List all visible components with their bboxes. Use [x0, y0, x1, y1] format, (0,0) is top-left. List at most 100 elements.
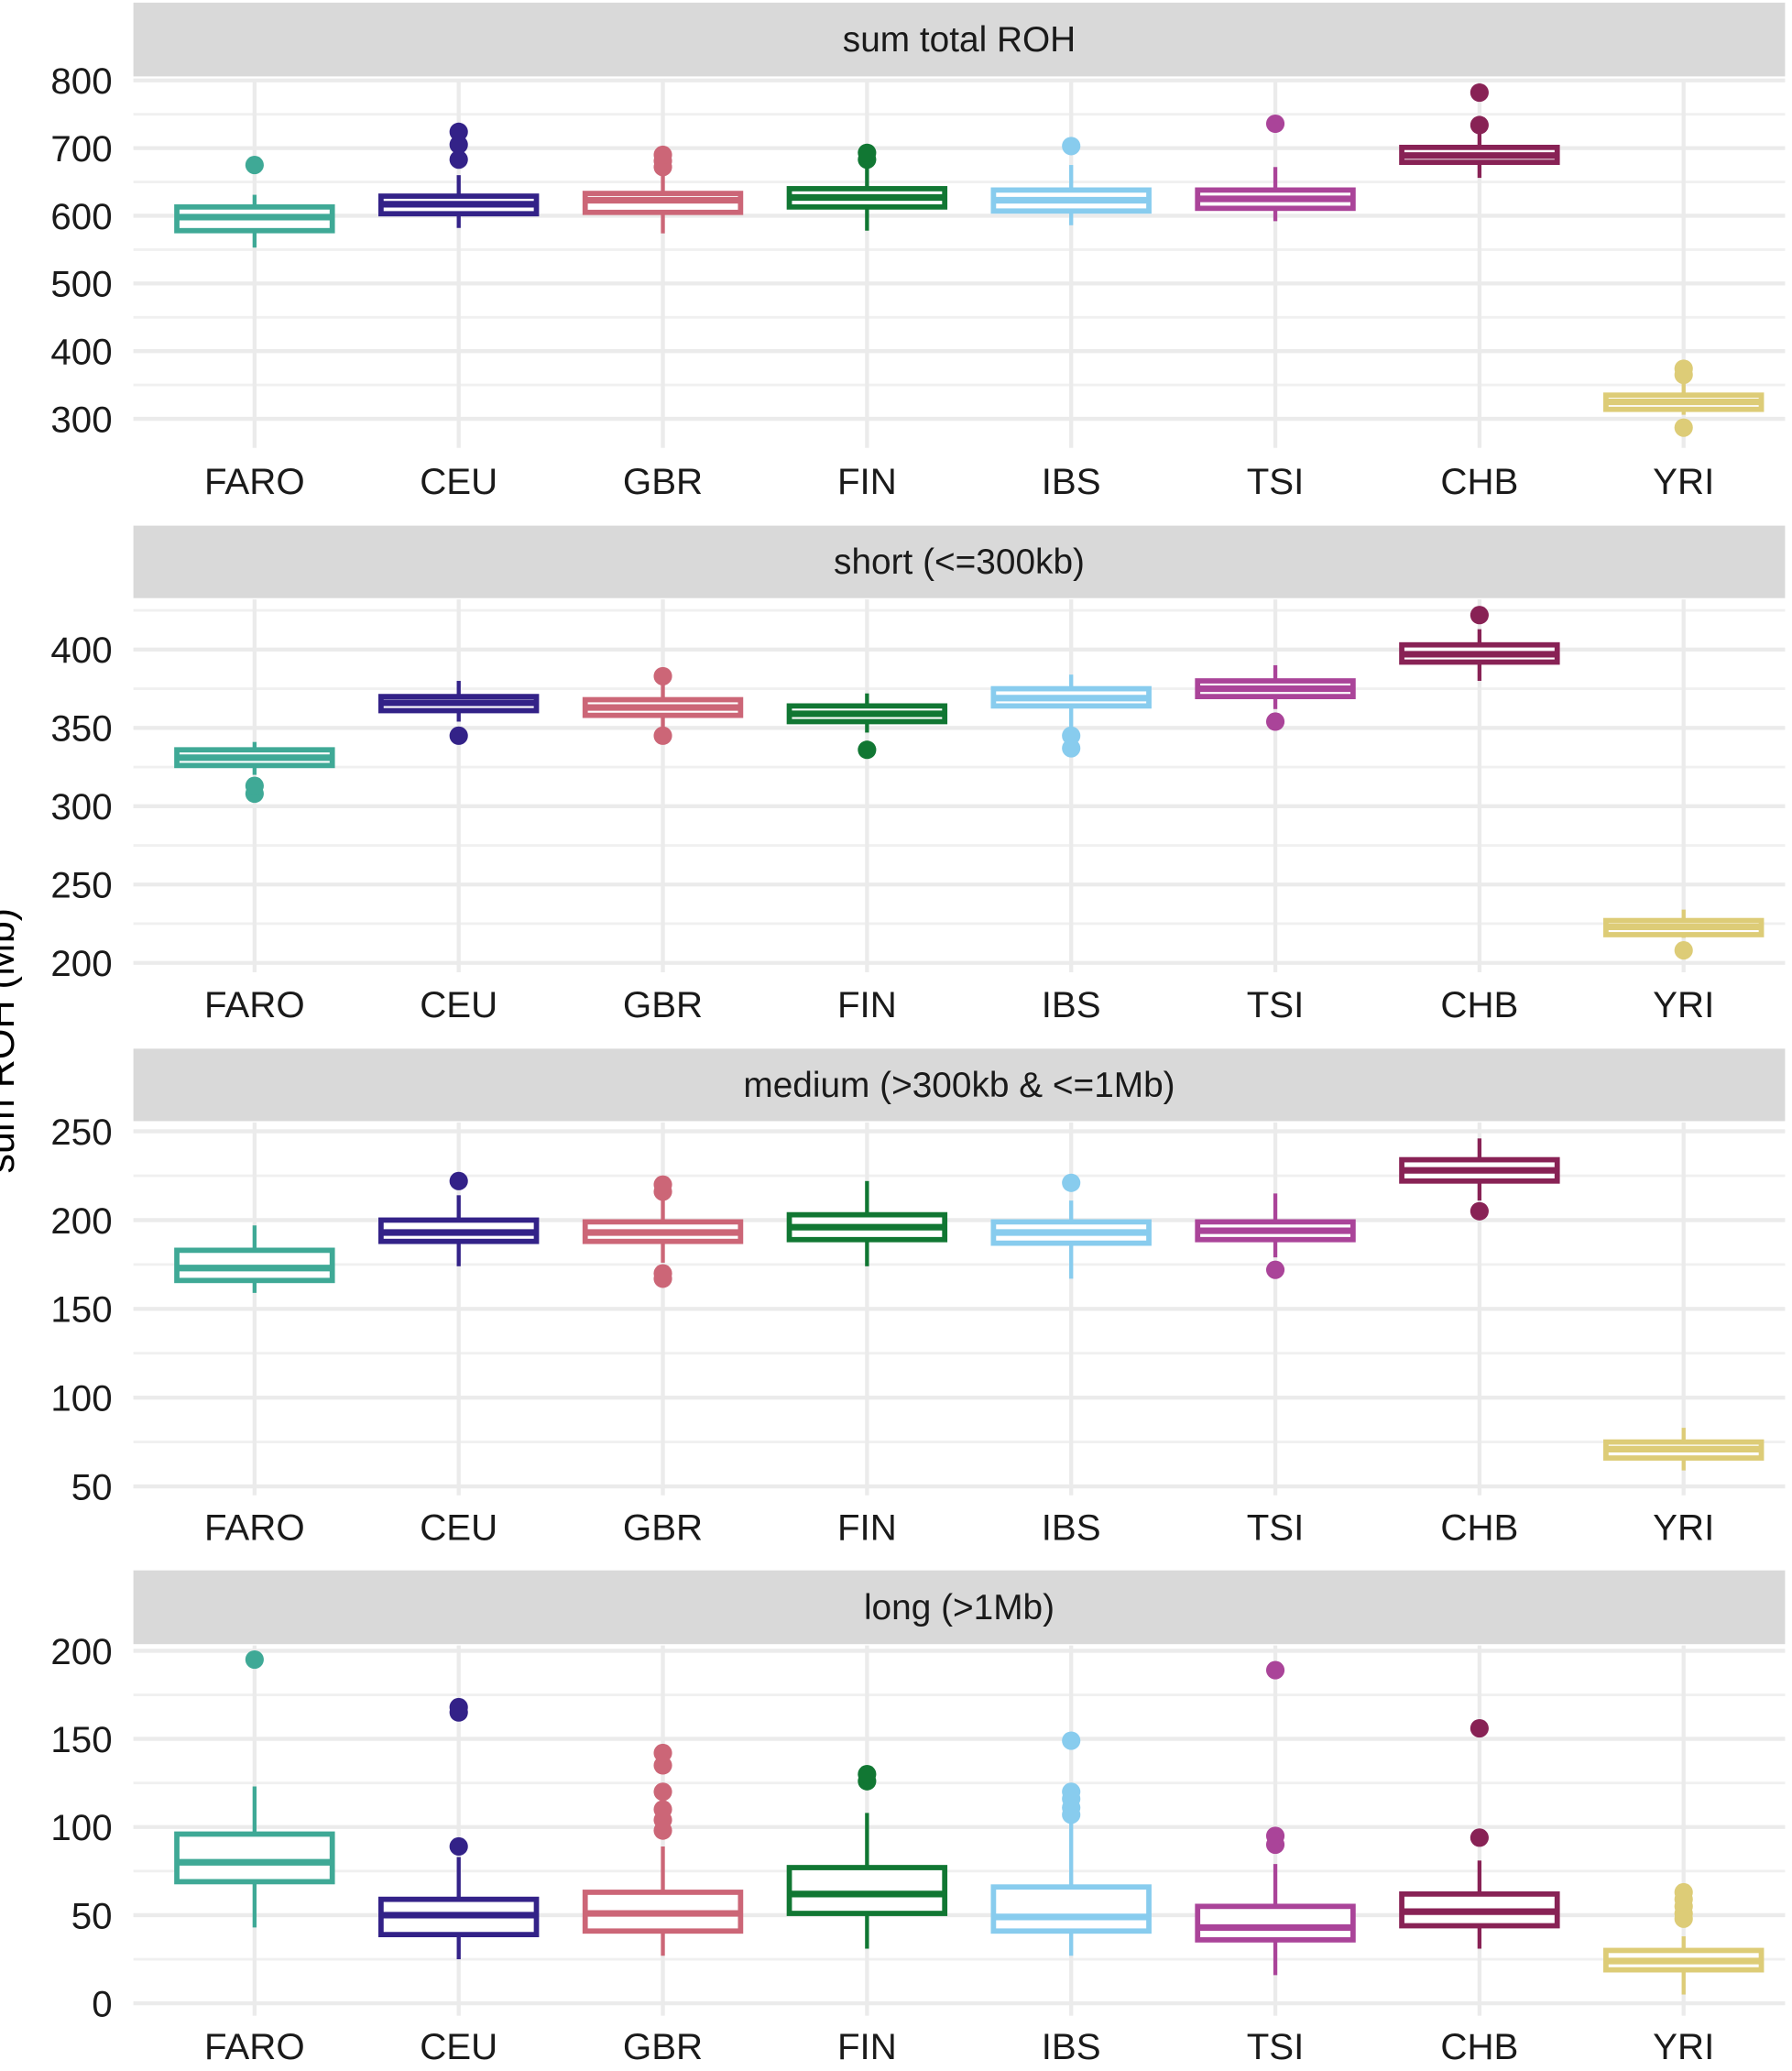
x-tick-label: YRI [1653, 2026, 1714, 2067]
y-tick-label: 100 [50, 1378, 112, 1419]
x-tick-label: FARO [204, 2026, 305, 2067]
outlier-point [1265, 1826, 1285, 1846]
outlier-point [1265, 1660, 1285, 1680]
x-tick-label: FARO [204, 461, 305, 502]
box-YRI [1603, 909, 1765, 960]
outlier-point [653, 1782, 672, 1802]
box-TSI [1195, 664, 1356, 731]
outlier-point [1470, 1828, 1489, 1847]
box-iqr [174, 1831, 335, 1885]
outlier-point [449, 726, 468, 745]
x-tick-label: CHB [1440, 984, 1518, 1025]
box-FIN [786, 143, 948, 231]
outlier-point [653, 145, 672, 165]
y-tick-label: 250 [50, 865, 112, 906]
y-tick-label: 800 [50, 60, 112, 102]
x-tick-label: CHB [1440, 461, 1518, 502]
outlier-point [1062, 1173, 1081, 1192]
outlier-point [858, 740, 877, 760]
outlier-point [1470, 606, 1489, 625]
box-CEU [377, 122, 540, 228]
outlier-point [245, 155, 264, 175]
facet-title: sum total ROH [843, 20, 1076, 60]
outlier-point [653, 666, 672, 685]
outlier-point [1265, 114, 1285, 134]
x-tick-label: TSI [1247, 461, 1305, 502]
outlier-point [449, 135, 468, 154]
x-tick-label: FIN [837, 984, 897, 1025]
x-tick-label: TSI [1247, 1507, 1305, 1549]
x-tick-label: FIN [837, 461, 897, 502]
panel-2: medium (>300kb & <=1Mb) 50 100 150 200 250 FAR… [50, 1048, 1786, 1549]
outlier-point [1470, 1718, 1489, 1738]
x-tick-label: FARO [204, 1507, 305, 1549]
outlier-point [1674, 1882, 1693, 1902]
x-tick-label: FIN [837, 1507, 897, 1549]
x-tick-label: TSI [1247, 2026, 1305, 2067]
outlier-point [449, 1697, 468, 1717]
y-tick-label: 400 [50, 630, 112, 671]
box-CEU [377, 681, 540, 745]
outlier-point [1674, 940, 1693, 960]
box-CEU [377, 1171, 540, 1266]
facet-strip [133, 525, 1786, 598]
outlier-point [653, 726, 672, 745]
y-tick-label: 150 [50, 1289, 112, 1331]
outlier-point [1470, 115, 1489, 135]
box-FARO [174, 1649, 335, 1928]
y-tick-label: 250 [50, 1112, 112, 1153]
box-IBS [990, 137, 1152, 225]
box-CHB [1399, 1138, 1560, 1221]
y-tick-label: 500 [50, 264, 112, 305]
outlier-point [449, 1836, 468, 1857]
box-CEU [377, 1697, 540, 1960]
y-tick-label: 100 [50, 1807, 112, 1848]
x-tick-label: IBS [1042, 461, 1101, 502]
box-FIN [786, 693, 948, 760]
outlier-point [858, 143, 877, 162]
box-FIN [786, 1180, 948, 1266]
box-YRI [1603, 1882, 1765, 1995]
outlier-point [449, 122, 468, 141]
box-GBR [582, 1743, 744, 1956]
box-CHB [1399, 606, 1560, 682]
x-tick-label: YRI [1653, 1507, 1714, 1549]
facet-title: medium (>300kb & <=1Mb) [743, 1066, 1175, 1105]
outlier-point [1674, 359, 1693, 378]
outlier-point [1470, 82, 1489, 103]
panel-3: long (>1Mb) 0 50 100 150 200 FARO CEU GBR FIN IBS T… [50, 1570, 1786, 2067]
box-FARO [174, 1225, 335, 1293]
outlier-point [449, 150, 468, 170]
y-tick-label: 600 [50, 196, 112, 237]
outlier-point [1674, 418, 1693, 437]
outlier-point [245, 776, 264, 795]
box-YRI [1603, 1428, 1765, 1471]
x-tick-label: IBS [1042, 984, 1101, 1025]
box-TSI [1195, 1660, 1356, 1976]
box-IBS [990, 1731, 1152, 1956]
x-tick-label: GBR [623, 1507, 703, 1549]
facet-title: short (<=300kb) [834, 542, 1085, 582]
box-TSI [1195, 114, 1356, 222]
x-tick-label: CHB [1440, 1507, 1518, 1549]
outlier-point [1062, 726, 1081, 745]
outlier-point [1062, 1731, 1081, 1750]
facet-title: long (>1Mb) [864, 1588, 1054, 1627]
box-FIN [786, 1765, 948, 1949]
box-GBR [582, 145, 744, 234]
x-tick-label: YRI [1653, 984, 1714, 1025]
y-tick-label: 350 [50, 708, 112, 750]
box-GBR [582, 1175, 744, 1288]
outlier-point [1265, 1260, 1285, 1279]
box-FARO [174, 741, 335, 804]
y-axis-label: sum ROH (Mb) [0, 908, 23, 1174]
facet-strip [133, 1570, 1786, 1645]
panel-1: short (<=300kb) 200 250 300 350 400 FARO CEU GBR… [50, 525, 1786, 1025]
y-tick-label: 0 [92, 1984, 112, 2025]
box-iqr [1195, 1903, 1356, 1943]
x-tick-label: TSI [1247, 984, 1305, 1025]
y-tick-label: 50 [71, 1895, 113, 1936]
outlier-point [1062, 1782, 1081, 1802]
outlier-point [653, 1743, 672, 1763]
